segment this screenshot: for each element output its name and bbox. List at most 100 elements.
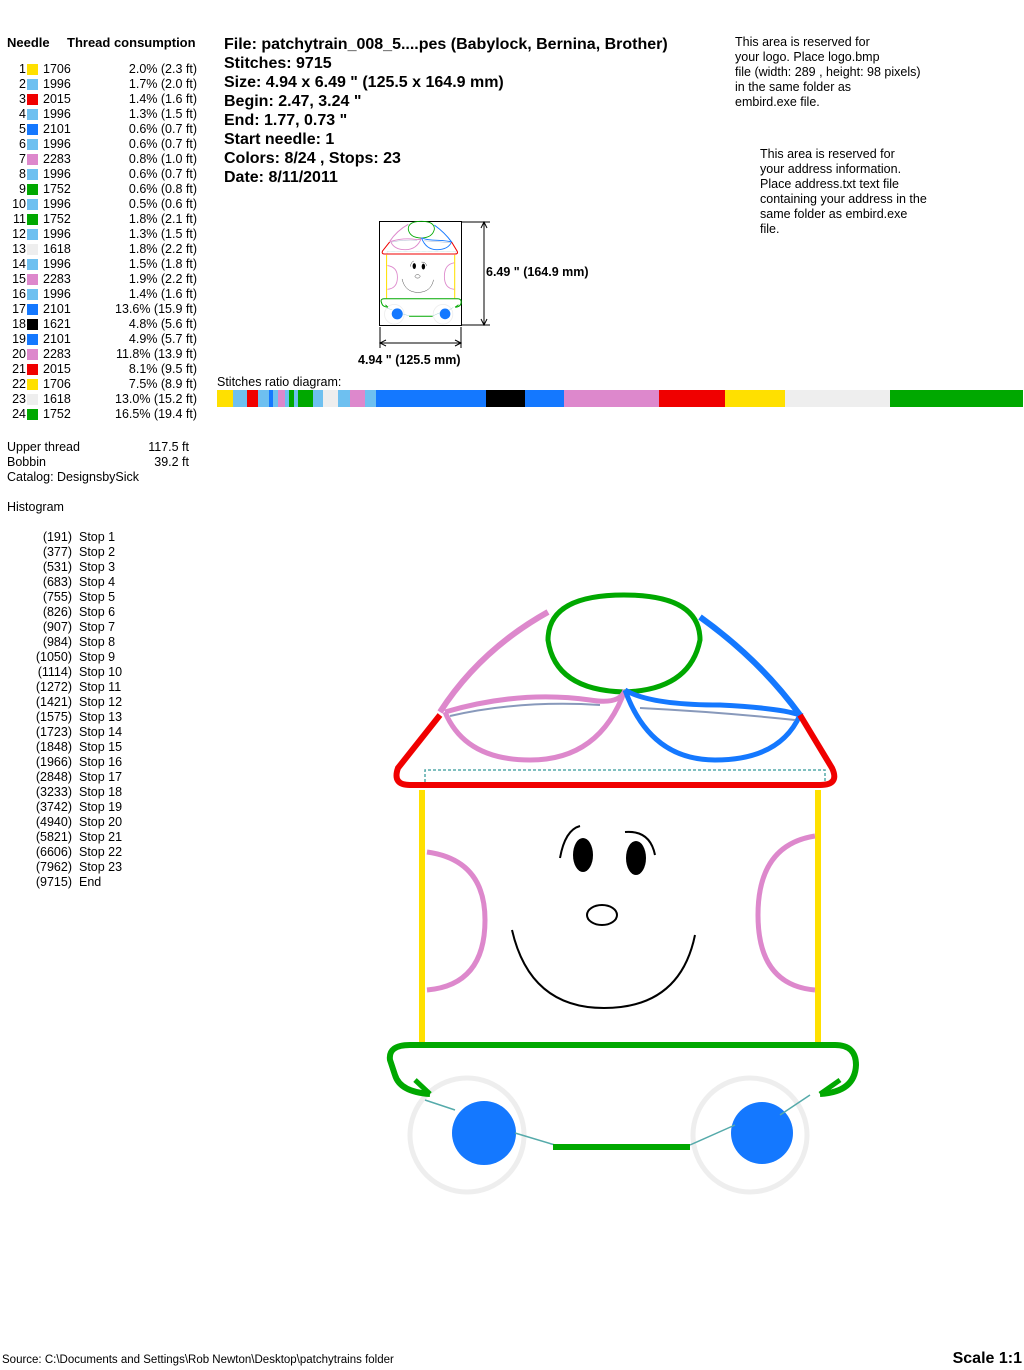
thread-code: 1752 [43,182,71,196]
needle-number: 8 [19,167,26,181]
needle-number: 4 [19,107,26,121]
stitch-count: (826) [42,605,72,619]
needle-number: 15 [12,272,26,286]
scale-label: Scale 1:1 [952,1350,1022,1367]
ratio-segment [289,390,295,407]
thread-code: 1996 [43,107,71,121]
needle-number: 14 [12,257,26,271]
thread-color-swatch [27,139,38,150]
thread-color-swatch [27,109,38,120]
stitch-count: (4940) [35,815,72,829]
needle-number: 3 [19,92,26,106]
dimension-lines [378,220,490,348]
thread-color-swatch [27,229,38,240]
note-line: This area is reserved for [735,35,870,49]
ratio-label: Stitches ratio diagram: [217,375,342,389]
ratio-segment [284,390,290,407]
thread-code: 1706 [43,377,71,391]
thread-consumption: 4.8% (5.6 ft) [128,317,197,331]
note-line: your address information. [760,162,902,176]
thread-code: 2101 [43,122,71,136]
thread-code: 1618 [43,242,71,256]
thread-consumption: 16.5% (19.4 ft) [115,407,197,421]
thread-consumption: 1.5% (1.8 ft) [128,257,197,271]
thread-color-swatch [27,379,38,390]
bobbin-value: 39.2 ft [154,455,189,469]
stitch-count: (191) [42,530,72,544]
stop-label: Stop 19 [79,800,123,814]
totals: Upper thread 117.5 ft Bobbin 39.2 ft Catal… [7,440,197,485]
note-line: embird.exe file. [735,95,820,109]
stop-label: Stop 5 [79,590,116,604]
thread-code: 1996 [43,227,71,241]
thread-color-swatch [27,304,38,315]
stop-label: Stop 8 [79,635,116,649]
thread-color-swatch [27,124,38,135]
bobbin-label: Bobbin [7,455,46,469]
stop-label: Stop 3 [79,560,116,574]
ratio-segment [323,390,338,407]
thread-color-swatch [27,364,38,375]
thread-consumption: 8.1% (9.5 ft) [128,362,197,376]
ratio-segment [258,390,269,407]
needle-number: 5 [19,122,26,136]
stitch-count: (7962) [35,860,72,874]
thread-color-swatch [27,394,38,405]
thread-color-swatch [27,184,38,195]
stitch-count: (1050) [35,650,72,664]
thread-code: 1996 [43,77,71,91]
note-line: containing your address in the [760,192,927,206]
needle-number: 20 [12,347,26,361]
thread-consumption: 7.5% (8.9 ft) [128,377,197,391]
ratio-segment [273,390,279,407]
stitch-count: (5821) [35,830,72,844]
thread-consumption: 1.4% (1.6 ft) [128,287,197,301]
stitches-ratio-bar [217,390,1023,407]
thread-consumption: 1.9% (2.2 ft) [128,272,197,286]
stitch-count: (531) [42,560,72,574]
ratio-segment [268,390,274,407]
stop-label: Stop 10 [79,665,123,679]
stitch-count: (984) [42,635,72,649]
thread-code: 2015 [43,92,71,106]
thread-consumption: 11.8% (13.9 ft) [115,347,197,361]
stop-label: Stop 11 [79,680,122,694]
thread-consumption: 1.8% (2.1 ft) [128,212,197,226]
stitch-count: (1421) [35,695,72,709]
note-line: your logo. Place logo.bmp [735,50,880,64]
logo-note: This area is reserved for your logo. Plac… [735,35,921,110]
end: End: 1.77, 0.73 " [224,112,348,129]
embroidery-design [390,595,856,1192]
thread-color-swatch [27,169,38,180]
needle-number: 6 [19,137,26,151]
thread-code: 1996 [43,167,71,181]
thread-color-swatch [27,289,38,300]
thread-code: 2283 [43,152,71,166]
stitch-count: (1272) [35,680,72,694]
ratio-segment [233,390,247,407]
ratio-segment [889,390,1023,407]
note-line: in the same folder as [735,80,852,94]
design-info: File: patchytrain_008_5....pes (Babylock… [224,35,668,187]
ratio-segment [724,390,786,407]
needle-number: 13 [12,242,26,256]
thread-color-swatch [27,319,38,330]
ratio-segment [312,390,324,407]
needle-number: 23 [12,392,26,406]
stop-label: Stop 15 [79,740,123,754]
thread-color-swatch [27,64,38,75]
ratio-segment [278,390,285,407]
histogram-title: Histogram [7,500,64,514]
stitch-count: (907) [42,620,72,634]
stitch-count: (377) [42,545,72,559]
thread-consumption-header: Thread consumption [67,35,196,50]
thread-color-swatch [27,94,38,105]
needle-number: 17 [12,302,26,316]
thread-color-swatch [27,214,38,225]
stop-label: Stop 23 [79,860,123,874]
thread-code: 1752 [43,212,71,226]
ratio-segment [524,390,565,407]
stitch-count: (6606) [35,845,72,859]
ratio-segment [365,390,377,407]
